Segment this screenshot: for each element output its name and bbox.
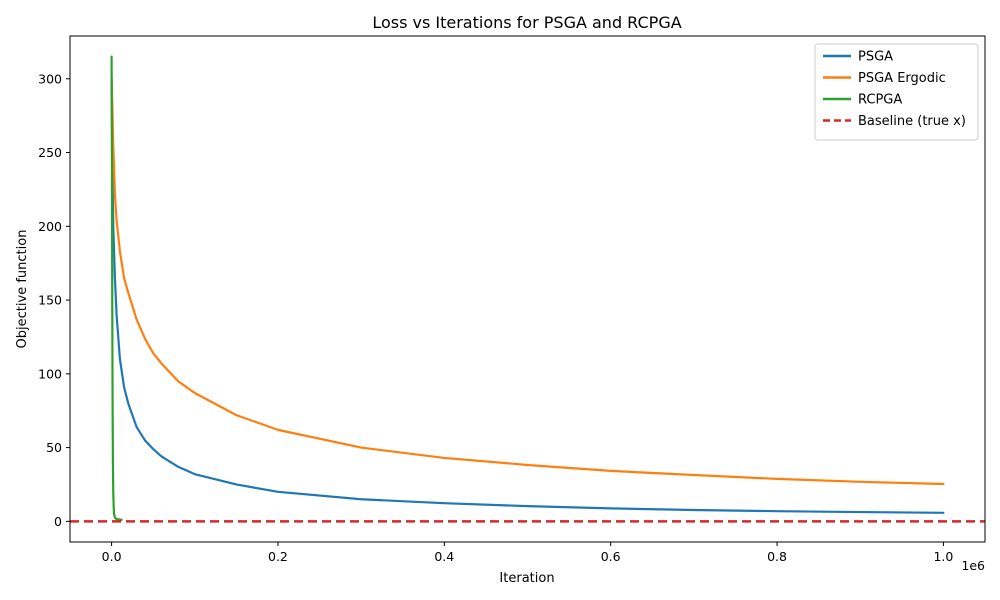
y-tick-label: 200 bbox=[38, 219, 62, 234]
legend-label: PSGA Ergodic bbox=[858, 71, 946, 86]
x-tick-label: 0.8 bbox=[767, 549, 787, 564]
series-line-0 bbox=[110, 77, 945, 514]
legend-label: PSGA bbox=[858, 50, 893, 65]
y-axis-label: Objective function bbox=[15, 230, 30, 349]
legend-label: Baseline (true x) bbox=[858, 114, 966, 129]
series-lines bbox=[70, 55, 985, 523]
x-axis-offset-label: 1e6 bbox=[961, 558, 985, 573]
x-tick-label: 0.4 bbox=[434, 549, 454, 564]
y-tick-label: 50 bbox=[46, 440, 62, 455]
axis-ticks: 0.0 0.2 0.4 0.6 0.8 1.0 0 50 100 150 200 250 300 bbox=[38, 71, 953, 564]
y-tick-label: 300 bbox=[38, 71, 62, 86]
plot-frame bbox=[69, 35, 986, 543]
y-tick-label: 150 bbox=[38, 293, 62, 308]
x-axis-label: Iteration bbox=[499, 571, 554, 586]
y-tick-label: 0 bbox=[54, 514, 62, 529]
x-tick-label: 1.0 bbox=[933, 549, 953, 564]
chart-title: Loss vs Iterations for PSGA and RCPGA bbox=[372, 13, 681, 32]
x-tick-label: 0.0 bbox=[102, 549, 122, 564]
x-tick-label: 0.6 bbox=[601, 549, 621, 564]
y-tick-label: 250 bbox=[38, 145, 62, 160]
series-line-1 bbox=[110, 77, 945, 486]
legend-label: RCPGA bbox=[858, 93, 902, 108]
series-line-2 bbox=[110, 55, 123, 521]
y-tick-label: 100 bbox=[38, 366, 62, 381]
legend-box bbox=[814, 43, 979, 141]
legend: PSGA PSGA Ergodic RCPGA Baseline (true x) bbox=[814, 43, 979, 141]
x-tick-label: 0.2 bbox=[268, 549, 288, 564]
